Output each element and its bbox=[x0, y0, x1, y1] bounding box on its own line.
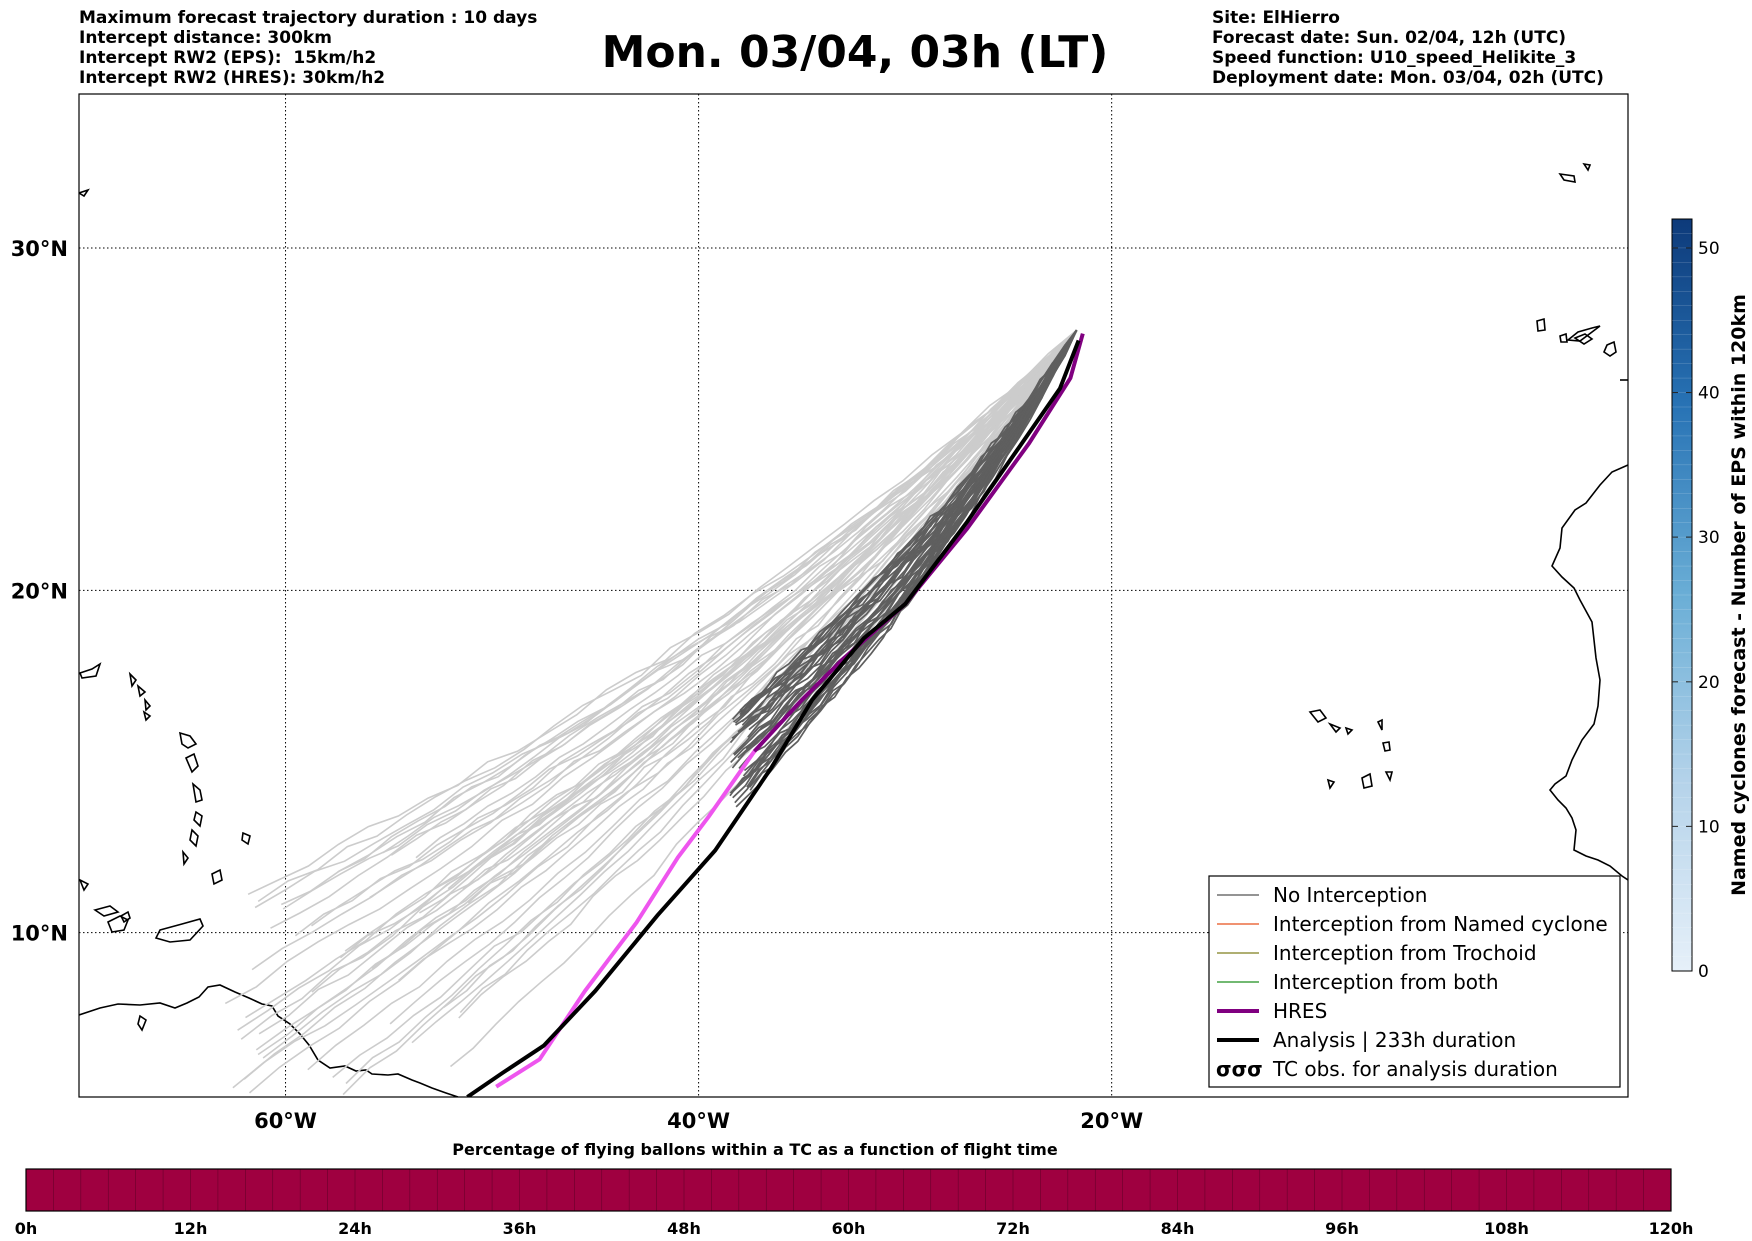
legend-label: Interception from Named cyclone bbox=[1273, 912, 1608, 936]
madeira-small bbox=[1582, 162, 1592, 172]
flight-bar-tick-label: 96h bbox=[1325, 1219, 1359, 1238]
colorbar-title: Named cyclones forecast - Number of EPS … bbox=[1728, 294, 1750, 896]
ensemble-trajectory-recent bbox=[732, 329, 1078, 723]
coast-west-africa bbox=[1548, 464, 1628, 881]
cape-verde-islands bbox=[1308, 709, 1394, 790]
run-info-right: Site: ElHierro Forecast date: Sun. 02/04… bbox=[1212, 8, 1604, 88]
coastlines bbox=[79, 162, 1628, 1097]
ensemble-trajectory bbox=[270, 329, 1078, 929]
colorbar-tick-label: 30 bbox=[1698, 528, 1720, 548]
cyclone-colorbar: 0 10 20 30 40 50 Named cyclones forecast - Nu… bbox=[1671, 218, 1750, 982]
ensemble-trajectory bbox=[398, 329, 1078, 982]
ensemble-trajectory bbox=[251, 329, 1078, 971]
ensemble-trajectory bbox=[262, 329, 1078, 1059]
flight-bar-tick-label: 120h bbox=[1649, 1219, 1694, 1238]
recent-ensemble-trajectories bbox=[729, 329, 1078, 808]
flight-bar-tick-label: 72h bbox=[996, 1219, 1030, 1238]
ensemble-trajectory bbox=[257, 329, 1078, 903]
early-ensemble-trajectories bbox=[224, 329, 1078, 1096]
axis-tick-labels: 60°W 40°W 20°W 30°N 20°N 10°N bbox=[11, 237, 1143, 1133]
hres-track[interactable] bbox=[752, 333, 1085, 753]
flight-bar-tick-label: 36h bbox=[503, 1219, 537, 1238]
ensemble-trajectory-recent bbox=[731, 329, 1078, 720]
lon-tick-label: 20°W bbox=[1080, 1109, 1143, 1133]
intercept-hres-text: Intercept RW2 (HRES): 30km/h2 bbox=[79, 68, 386, 88]
forecast-date-text: Forecast date: Sun. 02/04, 12h (UTC) bbox=[1212, 28, 1567, 48]
madeira bbox=[1558, 172, 1576, 183]
hres-track-forecast[interactable] bbox=[495, 750, 757, 1089]
legend: No Interception Interception from Named c… bbox=[1208, 875, 1621, 1088]
ensemble-trajectory-recent bbox=[738, 329, 1078, 769]
legend-label: Interception from both bbox=[1273, 970, 1499, 994]
lon-tick-label: 40°W bbox=[667, 1109, 730, 1133]
colorbar-tick-label: 0 bbox=[1698, 962, 1709, 982]
colorbar-tick-label: 10 bbox=[1698, 817, 1720, 837]
flight-bar-title: Percentage of flying ballons within a TC… bbox=[452, 1140, 1058, 1159]
legend-label: Analysis | 233h duration bbox=[1273, 1028, 1516, 1052]
ensemble-trajectory bbox=[294, 329, 1078, 937]
flight-time-bar: Percentage of flying ballons within a TC… bbox=[15, 1140, 1694, 1238]
ensemble-trajectory bbox=[369, 329, 1078, 899]
page-title: Mon. 03/04, 03h (LT) bbox=[601, 27, 1109, 78]
legend-box bbox=[1208, 875, 1621, 1088]
coast-south-america bbox=[79, 984, 459, 1097]
ensemble-trajectory bbox=[247, 329, 1078, 896]
lesser-antilles bbox=[79, 188, 251, 1032]
intercept-distance-text: Intercept distance: 300km bbox=[79, 28, 332, 48]
lat-tick-label: 10°N bbox=[11, 922, 68, 946]
colorbar-tick-label: 40 bbox=[1698, 384, 1720, 404]
ensemble-trajectory bbox=[337, 329, 1078, 873]
map-frame bbox=[78, 93, 1629, 1098]
graticule bbox=[79, 94, 1628, 1097]
flight-bar-tick-label: 0h bbox=[15, 1219, 38, 1238]
legend-label: HRES bbox=[1273, 999, 1327, 1023]
lat-tick-label: 20°N bbox=[11, 579, 68, 603]
legend-label: No Interception bbox=[1273, 883, 1427, 907]
run-info-left: Maximum forecast trajectory duration : 1… bbox=[79, 8, 537, 88]
flight-bar-tick-label: 60h bbox=[832, 1219, 866, 1238]
flight-bar-tick-label: 84h bbox=[1161, 1219, 1195, 1238]
ensemble-trajectory bbox=[382, 329, 1078, 854]
flight-bar-fill bbox=[25, 1168, 1672, 1212]
deployment-date-text: Deployment date: Mon. 03/04, 02h (UTC) bbox=[1212, 68, 1604, 88]
intercept-eps-text: Intercept RW2 (EPS): 15km/h2 bbox=[79, 48, 377, 68]
speed-function-text: Speed function: U10_speed_Helikite_3 bbox=[1212, 48, 1577, 68]
max-duration-text: Maximum forecast trajectory duration : 1… bbox=[79, 8, 538, 28]
lon-tick-label: 60°W bbox=[254, 1109, 317, 1133]
legend-tc-obs-symbol: σσσ bbox=[1216, 1057, 1263, 1081]
colorbar-tick-label: 50 bbox=[1698, 239, 1720, 259]
ensemble-trajectory bbox=[248, 329, 1078, 1094]
ensemble-trajectory bbox=[436, 329, 1078, 888]
colorbar-gradient bbox=[1671, 218, 1693, 972]
coast-lake-maracaibo bbox=[106, 915, 130, 933]
analysis-track[interactable] bbox=[466, 339, 1081, 1098]
colorbar-tick-label: 20 bbox=[1698, 673, 1720, 693]
flight-bar-tick-label: 48h bbox=[667, 1219, 701, 1238]
flight-bar-tick-label: 12h bbox=[174, 1219, 208, 1238]
lat-tick-label: 30°N bbox=[11, 237, 68, 261]
legend-label: TC obs. for analysis duration bbox=[1272, 1057, 1558, 1081]
site-text: Site: ElHierro bbox=[1212, 8, 1340, 28]
flight-bar-tick-label: 108h bbox=[1484, 1219, 1529, 1238]
coast-paria bbox=[154, 918, 204, 943]
legend-label: Interception from Trochoid bbox=[1273, 941, 1537, 965]
canary-islands bbox=[1536, 317, 1617, 357]
ensemble-trajectory-recent bbox=[741, 329, 1078, 726]
flight-bar-tick-label: 24h bbox=[338, 1219, 372, 1238]
ensemble-trajectory bbox=[371, 329, 1078, 969]
